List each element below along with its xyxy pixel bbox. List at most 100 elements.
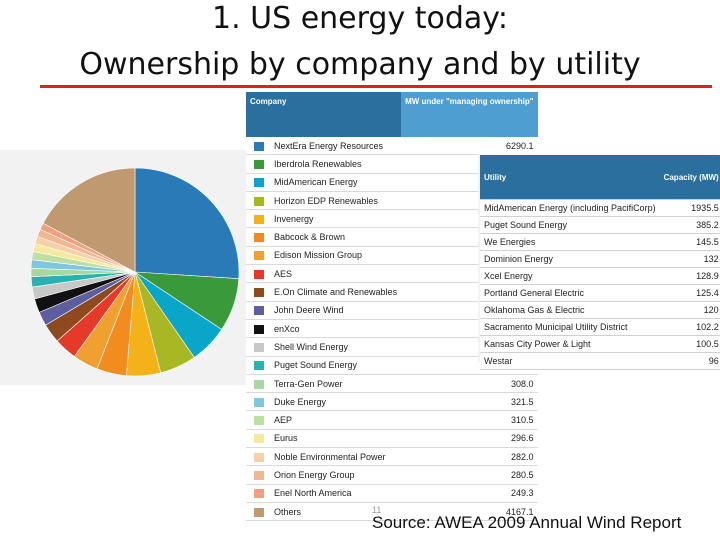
company-name: Babcock & Brown [270,227,402,247]
company-name: Noble Environmental Power [270,447,402,467]
company-name: Edison Mission Group [270,246,402,266]
company-name: Others [270,502,402,522]
legend-swatch [254,251,264,261]
table-row: Kansas City Power & Light 100.5 [480,335,720,353]
company-mw: 249.3 [401,484,538,503]
utility-name: Oklahoma Gas & Electric [480,301,660,319]
pie-slice [134,167,240,280]
table-row: Sacramento Municipal Utility District 102… [480,318,720,336]
company-name: Horizon EDP Renewables [270,191,402,211]
table-row: MidAmerican Energy (including PacifiCorp… [480,199,720,217]
legend-swatch [254,269,264,279]
legend-swatch [254,306,264,316]
legend-swatch [254,288,264,298]
utility-name: We Energies [480,233,660,251]
utility-name: Dominion Energy [480,250,660,268]
table-row: Westar 96 [480,352,720,370]
utility-capacity: 145.5 [659,233,720,251]
legend-swatch [254,434,264,444]
table-row: Orion Energy Group 280.5 [246,465,538,485]
company-mw: 280.5 [401,465,538,485]
company-name: AEP [270,410,402,430]
company-name: Orion Energy Group [270,465,402,485]
table-row: enXco527.0 [246,319,538,339]
utility-name: Portland General Electric [480,284,660,302]
legend-swatch [254,160,264,169]
table-row: Eurus 296.6 [246,429,538,449]
utility-capacity: 100.5 [659,335,720,353]
company-name: Terra-Gen Power [270,374,402,394]
table-row: Others 4167.1 [246,502,538,522]
company-name: E.On Climate and Renewables [270,282,402,302]
slide-title-line1: 1. US energy today: [212,1,508,36]
table-row: Dominion Energy 132 [480,250,720,268]
utility-capacity: 1935.5 [659,199,720,217]
company-name: Iberdrola Renewables [270,154,402,174]
company-name: Enel North America [270,484,402,503]
utility-name: Westar [480,352,660,370]
table-row: NextEra Energy Resources 6290.1 [246,137,538,156]
table-row: Noble Environmental Power 282.0 [246,447,538,467]
company-mw: 296.6 [401,429,538,449]
table-header: Company MW under "managing ownership" [246,92,538,137]
company-name: Shell Wind Energy [270,337,402,357]
utility-capacity: 96 [659,352,720,370]
company-mw: 308.0 [401,374,538,394]
utility-name: Xcel Energy [480,267,660,285]
column-header: Utility [480,155,660,200]
company-name: John Deere Wind [270,301,402,320]
company-mw: 321.5 [401,392,538,412]
table-header: Utility Capacity (MW) [480,155,720,200]
company-mw: 6290.1 [401,137,538,156]
legend-swatch [254,141,264,151]
column-header: Capacity (MW) [659,155,720,200]
utility-capacity: 125.4 [659,284,720,302]
table-row: Portland General Electric 125.4 [480,284,720,302]
legend-swatch [254,416,264,426]
table-row: Duke Energy 321.5 [246,392,538,412]
company-name: NextEra Energy Resources [270,137,402,156]
company-mw: 282.0 [401,447,538,467]
company-name: Puget Sound Energy [270,356,402,375]
page-number: 11 [372,505,382,515]
legend-swatch [254,489,264,499]
company-mw: 4167.1 [401,502,538,522]
legend-swatch [254,471,264,481]
legend-swatch [254,214,264,224]
legend-swatch [254,452,264,462]
company-name: AES [270,264,402,284]
legend-swatch [254,379,264,389]
column-header: MW under "managing ownership" [401,92,538,137]
utility-capacity: 102.2 [659,318,720,336]
company-mw: 310.5 [401,410,538,430]
company-name: MidAmerican Energy [270,173,402,192]
company-ownership-table: Company MW under "managing ownership" Next… [246,92,538,522]
utility-name: Kansas City Power & Light [480,335,660,353]
table-row: Xcel Energy 128.9 [480,267,720,285]
legend-swatch [254,361,264,371]
source-citation: Source: AWEA 2009 Annual Wind Report [372,513,682,532]
legend-swatch [254,324,264,334]
table-row: Enel North America 249.3 [246,484,538,503]
company-name: Duke Energy [270,392,402,412]
legend-swatch [254,196,264,206]
column-header: Company [246,92,402,137]
company-name: enXco [270,319,402,339]
slide-title-line2: Ownership by company and by utility [79,47,641,82]
legend-swatch [254,507,264,517]
utility-capacity-table: Utility Capacity (MW) MidAmerican Energy (… [480,155,720,370]
pie-slice [42,167,136,273]
pie-chart-panel [0,150,250,385]
company-name: Invenergy [270,209,402,229]
table-row: Terra-Gen Power 308.0 [246,374,538,394]
utility-name: Puget Sound Energy [480,216,660,234]
utility-name: MidAmerican Energy (including PacifiCorp… [480,199,660,217]
utility-capacity: 385.2 [659,216,720,234]
utility-name: Sacramento Municipal Utility District [480,318,660,336]
legend-swatch [254,397,264,407]
company-name: Eurus [270,429,402,449]
legend-swatch [254,178,264,188]
utility-capacity: 120 [659,301,720,319]
ownership-pie-chart [30,167,240,377]
